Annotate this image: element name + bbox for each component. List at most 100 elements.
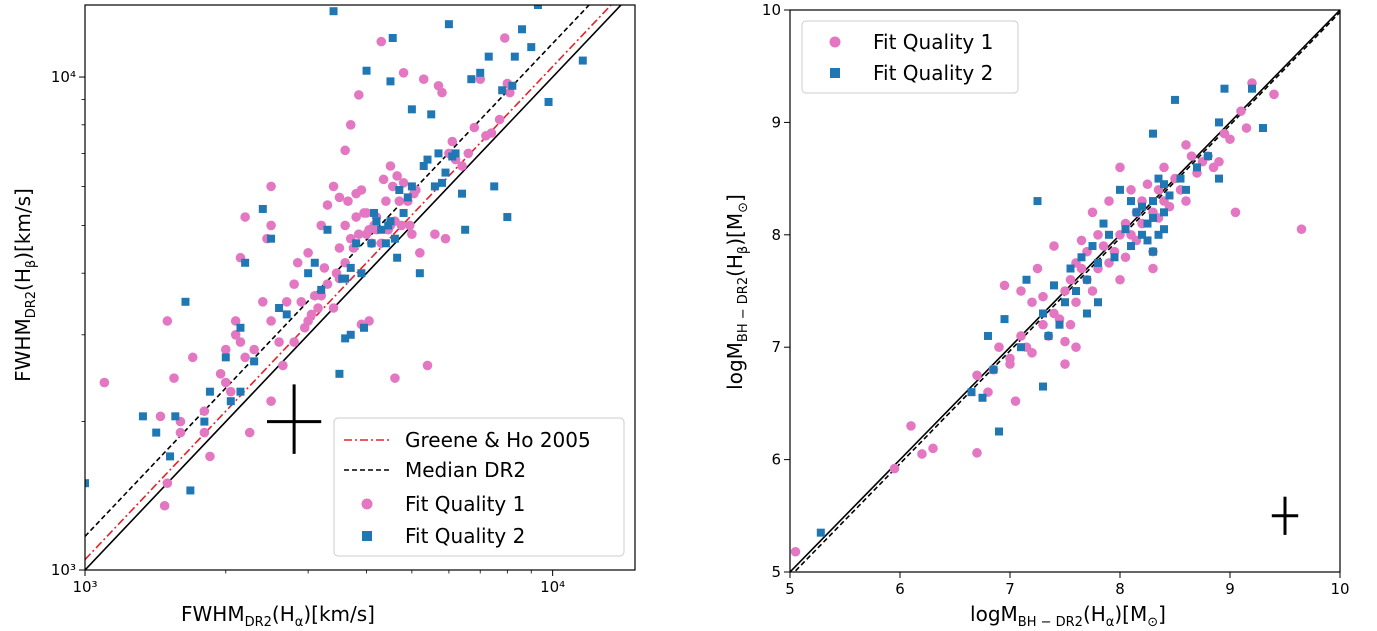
point-fq1 — [972, 448, 982, 458]
point-fq2 — [816, 528, 825, 537]
point-fq1 — [289, 337, 299, 347]
point-fq1 — [376, 36, 387, 47]
point-fq2 — [1017, 343, 1025, 352]
point-fq2 — [1083, 275, 1091, 284]
point-fq1 — [215, 369, 226, 379]
legend-fq2-label: Fit Quality 2 — [405, 524, 525, 548]
point-fq2 — [399, 208, 408, 217]
point-fq1 — [1010, 396, 1021, 406]
point-fq1 — [405, 220, 415, 231]
y-tick-label: 10³ — [51, 561, 76, 579]
point-fq2 — [1160, 180, 1168, 189]
point-fq1 — [175, 427, 186, 438]
point-fq2 — [386, 217, 395, 226]
legend-fq1-marker — [361, 498, 373, 510]
point-fq2 — [1127, 197, 1135, 206]
point-fq1 — [159, 500, 170, 511]
point-fq1 — [398, 178, 409, 188]
point-fq2 — [166, 452, 175, 461]
y-tick-label: 10 — [762, 1, 781, 19]
point-fq1 — [1060, 286, 1070, 296]
point-fq2 — [310, 258, 319, 267]
point-fq2 — [372, 217, 381, 226]
point-fq2 — [85, 479, 89, 488]
point-fq2 — [393, 253, 402, 262]
point-fq1 — [199, 427, 210, 438]
point-fq2 — [1033, 197, 1042, 206]
point-fq2 — [1055, 320, 1064, 329]
point-fq1 — [364, 316, 374, 326]
point-fq1 — [266, 220, 276, 231]
point-fq1 — [378, 174, 389, 185]
x-tick-label: 10 — [1330, 580, 1349, 598]
point-fq1 — [790, 546, 801, 557]
point-fq2 — [444, 20, 453, 29]
point-fq2 — [1127, 242, 1135, 251]
right-x-axis-label: logMBH − DR2(Hα)[M⊙] — [970, 602, 1166, 630]
point-fq1 — [457, 161, 467, 171]
point-fq1 — [230, 316, 241, 326]
legend-median-label: Median DR2 — [405, 458, 526, 482]
point-fq2 — [386, 77, 395, 86]
point-fq2 — [323, 225, 332, 234]
point-fq2 — [1088, 242, 1097, 251]
point-fq2 — [403, 193, 412, 202]
point-fq2 — [352, 239, 361, 248]
point-fq2 — [1165, 191, 1174, 200]
point-fq1 — [334, 243, 345, 253]
point-fq1 — [1038, 319, 1048, 330]
point-fq1 — [387, 181, 398, 192]
point-fq2 — [518, 25, 527, 34]
reference-line-dashdot — [85, 5, 613, 561]
point-fq1 — [1225, 134, 1235, 145]
point-fq1 — [322, 200, 333, 210]
point-fq2 — [1094, 298, 1102, 307]
point-fq1 — [494, 114, 505, 125]
point-fq2 — [1182, 185, 1190, 194]
x-tick-label: 7 — [1005, 580, 1015, 598]
point-fq1 — [169, 373, 179, 383]
reference-line-solid — [85, 5, 623, 570]
legend-fq2-label-right: Fit Quality 2 — [873, 61, 993, 85]
point-fq1 — [278, 360, 288, 371]
point-fq1 — [199, 406, 210, 416]
legend-fq1-marker-right — [829, 36, 841, 48]
y-tick-label: 9 — [771, 113, 781, 131]
point-fq2 — [1149, 197, 1157, 206]
point-fq2 — [205, 387, 214, 396]
point-fq1 — [296, 296, 307, 307]
point-fq2 — [1050, 281, 1058, 290]
point-fq2 — [362, 66, 371, 75]
point-fq1 — [1115, 162, 1125, 173]
point-fq2 — [1077, 253, 1086, 262]
point-fq2 — [1154, 230, 1163, 239]
point-fq2 — [395, 185, 404, 194]
point-fq1 — [281, 296, 292, 307]
point-fq2 — [275, 303, 284, 312]
point-fq1 — [1065, 319, 1076, 330]
point-fq1 — [258, 296, 268, 307]
right-legend: Fit Quality 1 Fit Quality 2 — [801, 20, 1019, 94]
right-y-axis-label: logMBH − DR2(Hβ)[M⊙] — [723, 194, 751, 390]
point-fq1 — [1186, 151, 1197, 161]
point-fq2 — [1132, 208, 1141, 217]
y-tick-label: 8 — [771, 226, 781, 244]
point-fq2 — [384, 221, 393, 230]
point-fq1 — [430, 229, 440, 239]
point-fq2 — [498, 86, 507, 95]
point-fq2 — [533, 5, 542, 9]
point-fq1 — [1181, 196, 1191, 206]
point-fq1 — [1093, 230, 1103, 240]
point-fq1 — [917, 449, 927, 459]
left-plot-frame — [84, 4, 636, 571]
point-fq2 — [407, 105, 416, 114]
point-fq1 — [1087, 286, 1098, 296]
point-fq1 — [422, 360, 433, 371]
point-fq2 — [1138, 202, 1146, 211]
point-fq1 — [345, 120, 356, 130]
point-fq1 — [289, 279, 299, 289]
point-fq2 — [490, 182, 499, 191]
point-fq1 — [1159, 162, 1169, 173]
point-fq2 — [989, 365, 998, 374]
point-fq1 — [1005, 359, 1015, 369]
